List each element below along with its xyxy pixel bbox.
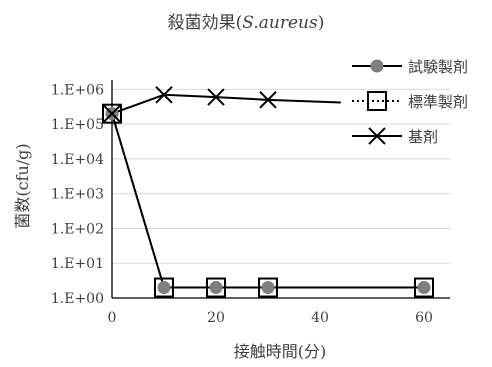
- series-line: [111, 113, 424, 289]
- data-point-circle: [370, 59, 384, 73]
- chart-title-main: 殺菌効果(: [168, 13, 243, 33]
- data-point-square: [414, 277, 434, 298]
- y-tick-label: 1.E+00: [51, 291, 104, 307]
- data-point-x: [368, 127, 386, 145]
- y-tick-labels: 1.E+00 1.E+01 1.E+02 1.E+03 1.E+04 1.E+05 1.E+…: [51, 82, 104, 307]
- y-tick-label: 1.E+04: [51, 152, 104, 168]
- chart-title-close: ): [318, 13, 325, 33]
- data-point-square: [206, 277, 226, 298]
- y-tick-label: 1.E+01: [51, 256, 104, 272]
- y-tick-label: 1.E+06: [51, 82, 104, 98]
- data-point-circle: [261, 281, 275, 295]
- gridlines: [112, 88, 450, 264]
- legend-item: 試験製剤: [352, 58, 468, 76]
- y-tick-label: 1.E+03: [51, 187, 104, 203]
- legend-label: 試験製剤: [408, 58, 468, 76]
- data-point-x: [103, 104, 121, 123]
- x-tick-label: 60: [415, 310, 433, 326]
- data-point-x: [155, 86, 173, 104]
- series-line: [111, 93, 341, 115]
- data-point-x: [259, 91, 277, 109]
- series-line: [111, 113, 424, 289]
- legend-item: 標準製剤: [352, 91, 468, 111]
- legend-label: 基剤: [408, 128, 438, 146]
- data-point-circle: [417, 281, 431, 295]
- data-point-circle: [157, 281, 171, 295]
- chart-title: 殺菌効果(S.aureus): [168, 13, 325, 33]
- y-axis-label: 菌数(cfu/g): [13, 143, 32, 228]
- x-axis-label: 接触時間(分): [234, 342, 327, 361]
- y-tick-label: 1.E+02: [51, 221, 104, 237]
- legend-label: 標準製剤: [408, 93, 468, 111]
- data-point-square: [367, 91, 387, 111]
- axes: [111, 80, 450, 299]
- y-tick-label: 1.E+05: [51, 117, 104, 133]
- x-tick-label: 20: [207, 310, 225, 326]
- x-tick-label: 40: [311, 310, 329, 326]
- series-group: [102, 86, 434, 298]
- data-point-square: [154, 277, 174, 298]
- data-point-circle: [209, 281, 223, 295]
- data-point-square: [258, 277, 278, 298]
- legend-item: 基剤: [352, 127, 438, 146]
- x-tick-labels: 0 20 40 60: [108, 310, 433, 326]
- x-tick-label: 0: [108, 310, 117, 326]
- data-point-x: [207, 88, 225, 106]
- data-point-square: [102, 103, 122, 124]
- chart-title-italic: S.aureus: [242, 13, 318, 33]
